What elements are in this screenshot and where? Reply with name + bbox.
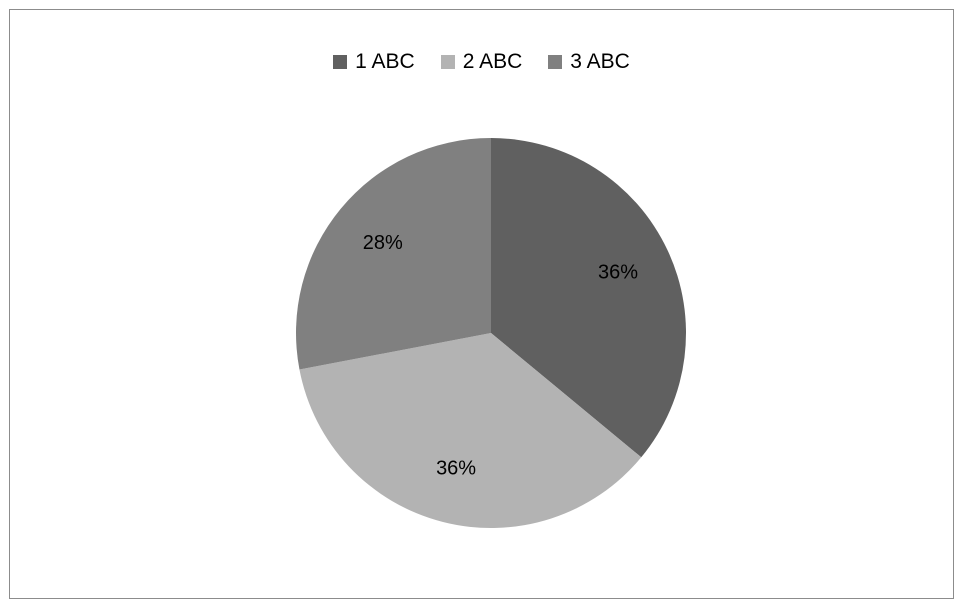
legend-label-2: 2 ABC [462,50,523,73]
data-label-1: 36% [598,262,638,284]
pie-slice-2 [299,333,642,528]
pie-slice-1 [491,138,686,458]
legend-item-3: 3 ABC [548,50,630,74]
pie-chart: 36% 36% 28% [295,138,686,528]
legend-label-3: 3 ABC [570,50,630,73]
legend-swatch-3 [548,55,563,69]
chart-area: 1 ABC 2 ABC 3 ABC 36% 36% 28% [9,9,954,599]
legend-swatch-2 [440,55,455,69]
legend-item-2: 2 ABC [440,50,523,74]
legend-item-1: 1 ABC [333,50,415,74]
legend-label-1: 1 ABC [355,50,415,73]
legend: 1 ABC 2 ABC 3 ABC [10,50,953,74]
data-label-2: 36% [436,457,476,479]
data-label-3: 28% [363,232,403,254]
legend-swatch-1 [333,55,348,69]
pie-slice-3 [295,138,491,370]
